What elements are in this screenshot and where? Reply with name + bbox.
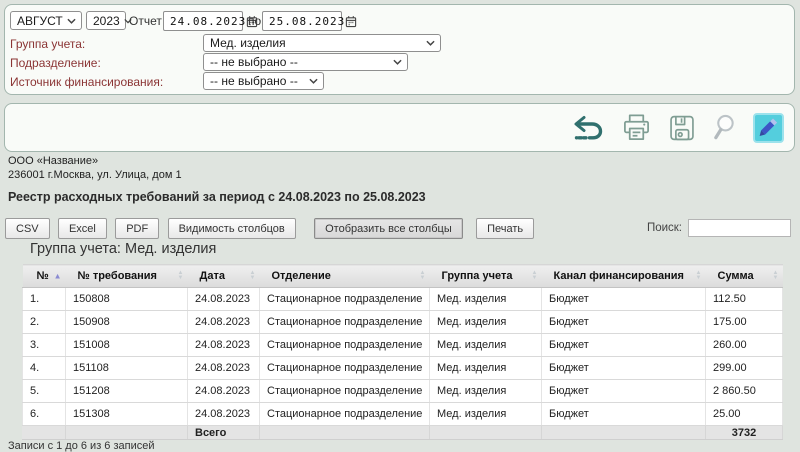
chevron-down-icon [426, 40, 435, 46]
sort-icon: ▲ ▼ [249, 270, 256, 281]
table-row: 5. 151208 24.08.2023 Стационарное подраздел… [22, 379, 783, 403]
table-row: 1. 150808 24.08.2023 Стационарное подраздел… [22, 287, 783, 311]
department-filter-value: -- не выбрано -- [210, 55, 298, 69]
total-label: Всего [187, 425, 260, 440]
chevron-down-icon [393, 59, 402, 65]
sort-icon: ▲ ▼ [177, 270, 184, 281]
table-controls: CSV Excel PDF Видимость столбцов Отобраз… [5, 218, 791, 239]
month-select[interactable]: АВГУСТ [10, 11, 82, 30]
company-block: ООО «Название» 236001 г.Москва, ул. Улиц… [8, 154, 182, 182]
toolbar-panel [4, 103, 795, 152]
date-from-value: 24.08.2023 [170, 14, 247, 28]
calendar-icon[interactable] [345, 15, 357, 28]
table-row: 3. 151008 24.08.2023 Стационарное подраздел… [22, 333, 783, 357]
sort-icon: ▲ ▼ [695, 270, 702, 281]
pdf-button[interactable]: PDF [115, 218, 160, 239]
col-header-date[interactable]: Дата ▲ ▼ [187, 264, 260, 288]
chevron-down-icon [124, 18, 132, 24]
print-button[interactable]: Печать [476, 218, 535, 239]
department-filter-label: Подразделение: [10, 56, 101, 70]
date-from-input[interactable]: 24.08.2023 [163, 11, 258, 31]
search-icon[interactable] [712, 113, 737, 142]
calendar-icon[interactable] [246, 15, 258, 28]
chevron-down-icon [309, 78, 318, 84]
funding-filter-value: -- не выбрано -- [210, 74, 298, 88]
sort-icon: ▲ ▼ [419, 270, 426, 281]
col-header-num[interactable]: № ▲ [22, 264, 66, 288]
table-row: 6. 151308 24.08.2023 Стационарное подраздел… [22, 402, 783, 426]
funding-filter-select[interactable]: -- не выбрано -- [203, 72, 324, 90]
funding-filter-label: Источник финансирования: [10, 75, 164, 89]
export-buttons: CSV Excel PDF Видимость столбцов Отобраз… [5, 218, 539, 239]
sort-ascending-icon: ▲ [53, 271, 62, 281]
edit-icon[interactable] [753, 112, 784, 143]
date-to-value: 25.08.2023 [269, 14, 346, 28]
group-filter-select[interactable]: Мед. изделия [203, 34, 441, 52]
table-header-row: № ▲ № требования ▲ ▼ Дата ▲ ▼ Отделение ▲ ▼ Гру… [22, 264, 783, 288]
col-header-sum[interactable]: Сумма ▲ ▼ [705, 264, 783, 288]
year-select-value: 2023 [93, 13, 120, 28]
table-row: 2. 150908 24.08.2023 Стационарное подраздел… [22, 310, 783, 334]
table-total-row: Всего 3732 [22, 425, 783, 440]
sort-icon: ▲ ▼ [772, 270, 779, 281]
company-address: 236001 г.Москва, ул. Улица, дом 1 [8, 169, 182, 181]
col-header-funding-channel[interactable]: Канал финансирования ▲ ▼ [541, 264, 706, 288]
col-header-group[interactable]: Группа учета ▲ ▼ [429, 264, 542, 288]
chevron-down-icon [67, 18, 76, 24]
col-header-department[interactable]: Отделение ▲ ▼ [259, 264, 430, 288]
filters-panel: АВГУСТ 2023 Отчет с 24.08.2023 по 25.08.… [4, 4, 795, 95]
search-input[interactable] [688, 219, 791, 237]
group-filter-label: Группа учета: [10, 37, 86, 51]
company-name: ООО «Название» [8, 155, 99, 167]
search-box: Поиск: [647, 219, 791, 237]
excel-button[interactable]: Excel [57, 218, 107, 239]
report-table: № ▲ № требования ▲ ▼ Дата ▲ ▼ Отделение ▲ ▼ Гру… [22, 264, 783, 440]
undo-icon[interactable] [571, 114, 605, 141]
sort-icon: ▲ ▼ [531, 270, 538, 281]
column-visibility-button[interactable]: Видимость столбцов [167, 218, 296, 239]
toolbar-icons [571, 104, 784, 151]
report-to-label: по [248, 14, 262, 28]
group-heading: Группа учета: Мед. изделия [30, 241, 217, 257]
date-to-input[interactable]: 25.08.2023 [262, 11, 357, 31]
show-all-columns-button[interactable]: Отобразить все столбцы [314, 218, 463, 239]
save-icon[interactable] [668, 114, 696, 142]
table-row: 4. 151108 24.08.2023 Стационарное подраздел… [22, 356, 783, 380]
group-filter-value: Мед. изделия [210, 36, 286, 50]
search-label: Поиск: [646, 222, 682, 234]
month-select-value: АВГУСТ [17, 13, 63, 28]
print-icon[interactable] [621, 113, 652, 142]
csv-button[interactable]: CSV [5, 218, 50, 239]
col-header-req-number[interactable]: № требования ▲ ▼ [65, 264, 188, 288]
records-info: Записи с 1 до 6 из 6 записей [8, 440, 155, 452]
total-value: 3732 [705, 425, 783, 440]
year-select[interactable]: 2023 [86, 11, 132, 30]
department-filter-select[interactable]: -- не выбрано -- [203, 53, 408, 71]
report-from-label: Отчет с [129, 14, 172, 28]
page-title: Реестр расходных требований за период с … [8, 190, 426, 204]
